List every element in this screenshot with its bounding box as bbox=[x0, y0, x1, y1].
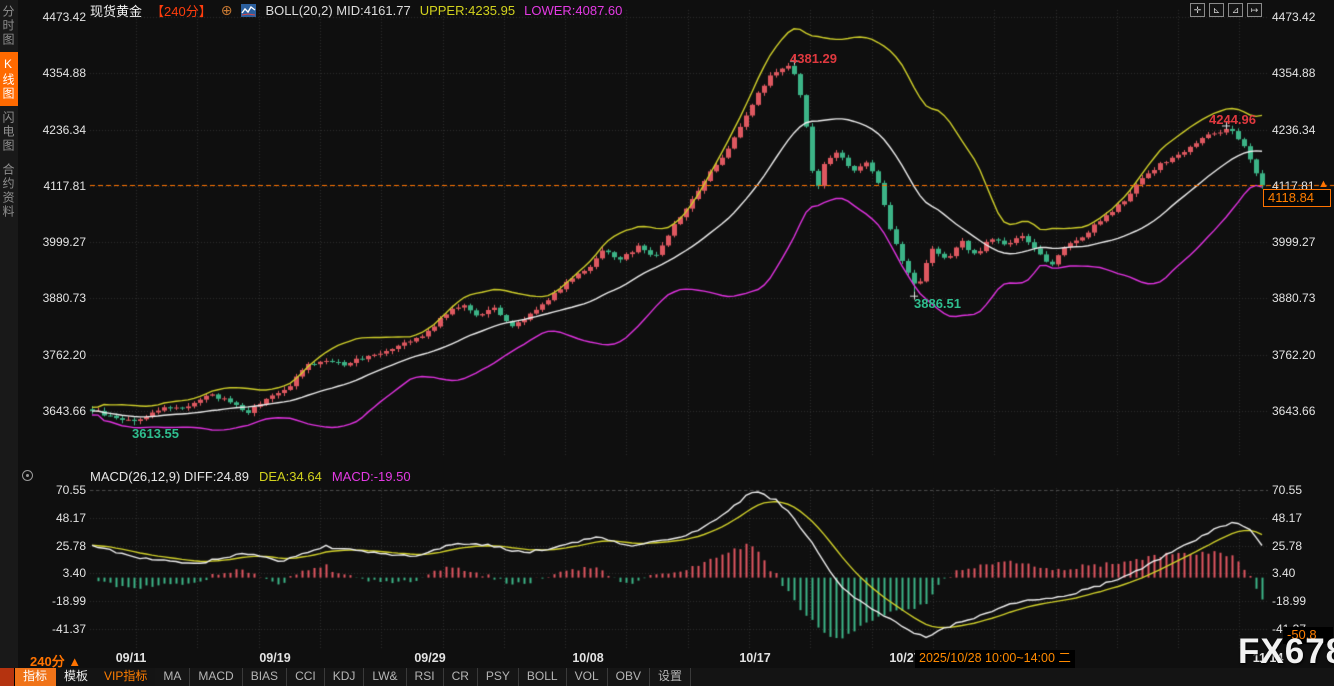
price-up-arrow-icon: ▲ bbox=[1318, 178, 1329, 190]
toolbar-item-RSI[interactable]: RSI bbox=[406, 668, 444, 686]
boll-lower-value: LOWER:4087.60 bbox=[524, 3, 623, 18]
sidebar-tab-1[interactable]: 分时图 bbox=[1, 5, 15, 47]
timeframe-badge[interactable]: 240分 ▲ bbox=[30, 654, 82, 669]
date-label: 09/11 bbox=[115, 651, 147, 665]
price-tick-label: 3999.27 bbox=[1272, 235, 1316, 250]
price-tick-label: -18.99 bbox=[1272, 594, 1307, 609]
boll-upper-value: UPPER:4235.95 bbox=[419, 3, 516, 18]
date-label: 10/27 bbox=[889, 651, 921, 665]
price-tick-label: 3880.73 bbox=[42, 291, 86, 306]
date-label: 10/08 bbox=[572, 651, 604, 665]
price-tick-label: 48.17 bbox=[1272, 510, 1303, 525]
toolbar-item-PSY[interactable]: PSY bbox=[477, 668, 519, 686]
price-tick-label: 70.55 bbox=[1272, 483, 1303, 497]
toolbar-item-MA[interactable]: MA bbox=[155, 668, 191, 686]
price-tick-label: 3762.20 bbox=[1272, 347, 1316, 362]
price-tick-label: 4117.81 bbox=[43, 178, 87, 193]
toolbar-item-CCI[interactable]: CCI bbox=[287, 668, 325, 686]
price-tick-label: 70.55 bbox=[55, 483, 86, 497]
toolbar-item-CR[interactable]: CR bbox=[443, 668, 478, 686]
last-price-badge: 4118.84 bbox=[1263, 189, 1331, 207]
toolbar-item-VIP指标[interactable]: VIP指标 bbox=[96, 668, 156, 686]
macd-dea-value: DEA:34.64 bbox=[258, 469, 322, 484]
chart-tool-buttons: ✛ ⊾ ⊿ ↦ bbox=[1190, 3, 1262, 17]
sidebar-tab-3[interactable]: 闪电图 bbox=[1, 111, 15, 153]
price-tick-label: 3.40 bbox=[62, 566, 86, 581]
sidebar-tab-2[interactable]: K线图 bbox=[0, 52, 18, 106]
annotation-recent-high: 4244.96 bbox=[1209, 112, 1256, 127]
chart-type-sidebar: 分时图 K线图闪电图合约资料 bbox=[0, 0, 18, 686]
boll-mid-value: BOLL(20,2) MID:4161.77 bbox=[265, 3, 411, 18]
price-tick-label: 4354.88 bbox=[1272, 66, 1316, 81]
toolbar-item-VOL[interactable]: VOL bbox=[566, 668, 608, 686]
price-tick-label: 3.40 bbox=[1272, 566, 1296, 581]
price-tick-label: 3643.66 bbox=[1272, 404, 1316, 418]
annotation-peak-price: 4381.29 bbox=[790, 51, 837, 66]
price-tick-label: 4354.88 bbox=[42, 66, 86, 81]
macd-legend: MACD(26,12,9) DIFF:24.89 DEA:34.64 MACD:… bbox=[90, 469, 411, 485]
toolbar-item-指标[interactable]: 指标 bbox=[15, 668, 57, 686]
toolbar-item-KDJ[interactable]: KDJ bbox=[324, 668, 365, 686]
price-tick-label: 4473.42 bbox=[1272, 10, 1316, 24]
macd-hist-value: MACD:-19.50 bbox=[331, 469, 411, 484]
indicator-pane-toggle-icon[interactable] bbox=[22, 470, 33, 481]
date-label: 10/17 bbox=[739, 651, 771, 665]
sidebar-tab-4[interactable]: 合约资料 bbox=[1, 163, 15, 219]
macd-diff-value: MACD(26,12,9) DIFF:24.89 bbox=[90, 469, 249, 484]
corner-icon[interactable] bbox=[0, 668, 15, 686]
axis-right-button[interactable]: ⊿ bbox=[1228, 3, 1243, 17]
crosshair-button[interactable]: ✛ bbox=[1190, 3, 1205, 17]
annotation-swing-low: 3886.51 bbox=[914, 296, 961, 311]
price-tick-label: 25.78 bbox=[1272, 538, 1303, 553]
price-tick-label: 3762.20 bbox=[42, 347, 86, 362]
indicator-toolbar: 指标 模板 VIP指标 MA MACD BIAS CCI KDJ LW& RSI CR PSY BOLL… bbox=[0, 668, 1334, 686]
price-tick-label: 3643.66 bbox=[42, 404, 86, 418]
toolbar-item-MACD[interactable]: MACD bbox=[190, 668, 243, 686]
add-indicator-icon[interactable]: ⊕ bbox=[220, 2, 233, 18]
price-tick-label: 4236.34 bbox=[42, 122, 86, 137]
date-label: 11/14 bbox=[1252, 651, 1284, 665]
toolbar-item-BIAS[interactable]: BIAS bbox=[242, 668, 288, 686]
toolbar-item-设置[interactable]: 设置 bbox=[649, 668, 691, 686]
chart-thumbnail-icon bbox=[241, 4, 257, 17]
macd-current-badge: -50.8 bbox=[1283, 627, 1333, 644]
price-tick-label: 4473.42 bbox=[42, 10, 86, 24]
axis-left-button[interactable]: ⊾ bbox=[1209, 3, 1224, 17]
toolbar-item-LW&[interactable]: LW& bbox=[364, 668, 407, 686]
toolbar-item-OBV[interactable]: OBV bbox=[607, 668, 650, 686]
main-chart-legend: 现货黄金 【240分】 ⊕ BOLL(20,2) MID:4161.77 UPP… bbox=[90, 2, 622, 19]
price-tick-label: -18.99 bbox=[51, 594, 86, 609]
price-tick-label: 48.17 bbox=[55, 510, 86, 525]
timeframe-label: 【240分】 bbox=[151, 4, 212, 19]
toolbar-item-BOLL[interactable]: BOLL bbox=[518, 668, 567, 686]
price-tick-label: 3999.27 bbox=[42, 235, 86, 250]
date-axis: 240分 ▲ 09/11 09/19 09/29 10/08 10/17 10/27 11/… bbox=[18, 650, 1334, 669]
fx678-watermark: FX678 bbox=[1238, 632, 1334, 671]
pane-shift-button[interactable]: ↦ bbox=[1247, 3, 1262, 17]
date-label: 09/29 bbox=[414, 651, 446, 665]
price-tick-label: 25.78 bbox=[55, 538, 86, 553]
price-tick-label: -41.37 bbox=[51, 622, 86, 636]
symbol-name: 现货黄金 bbox=[90, 4, 143, 19]
toolbar-item-模板[interactable]: 模板 bbox=[56, 668, 97, 686]
price-tick-label: 4236.34 bbox=[1272, 122, 1316, 137]
bar-time-tooltip: 2025/10/28 10:00~14:00 二 bbox=[915, 650, 1075, 668]
date-label: 09/19 bbox=[259, 651, 291, 665]
annotation-start-low: 3613.55 bbox=[132, 426, 179, 441]
price-tick-label: 3880.73 bbox=[1272, 291, 1316, 306]
